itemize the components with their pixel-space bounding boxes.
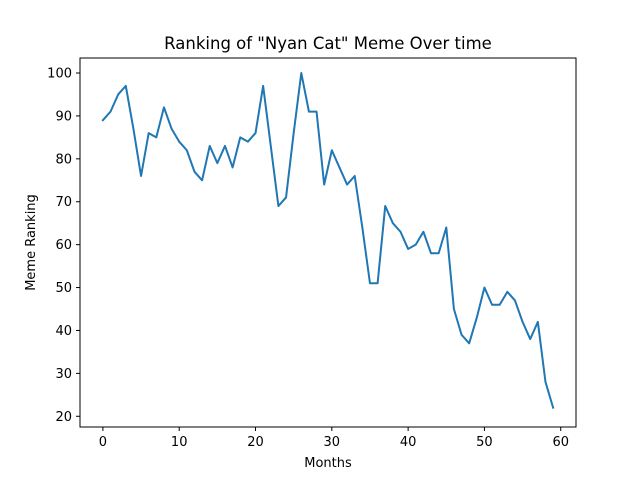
y-tick-label: 90	[55, 109, 72, 124]
y-tick-label: 60	[55, 238, 72, 253]
plot-area	[101, 72, 555, 409]
y-tick-label: 20	[55, 410, 72, 425]
y-tick-label: 80	[55, 152, 72, 167]
series-line	[101, 72, 555, 409]
y-tick-label: 30	[55, 367, 72, 382]
x-axis-label: Months	[304, 456, 352, 471]
x-tick-label: 50	[476, 435, 493, 450]
x-tick-label: 30	[324, 435, 341, 450]
x-tick-label: 0	[99, 435, 107, 450]
y-tick-label: 40	[55, 324, 72, 339]
y-tick-label: 50	[55, 281, 72, 296]
y-axis-label: Meme Ranking	[24, 194, 39, 291]
x-tick-label: 60	[552, 435, 569, 450]
x-tick-label: 40	[400, 435, 417, 450]
axes-frame	[79, 57, 577, 428]
chart-title: Ranking of "Nyan Cat" Meme Over time	[164, 34, 492, 53]
x-tick-label: 20	[247, 435, 264, 450]
axis-ticks: 0 10 20 30 40 50 60 20 30 40 50 60 70 80 90 100	[47, 67, 569, 450]
y-tick-label: 70	[55, 195, 72, 210]
x-tick-label: 10	[171, 435, 188, 450]
y-tick-label: 100	[47, 67, 72, 82]
